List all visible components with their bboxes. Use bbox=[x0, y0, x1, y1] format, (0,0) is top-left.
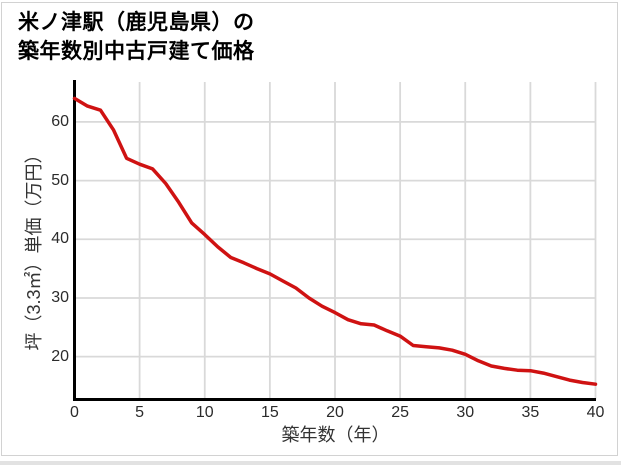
x-axis-label: 築年数（年） bbox=[281, 425, 390, 445]
chart-title-line1: 米ノ津駅（鹿児島県）の bbox=[18, 11, 255, 34]
y-tick-label: 40 bbox=[51, 230, 69, 248]
page-bottom-strip bbox=[0, 461, 621, 465]
chart-card-frame bbox=[1, 2, 618, 456]
y-tick-label: 20 bbox=[51, 347, 69, 365]
x-tick-label: 15 bbox=[260, 404, 279, 421]
y-tick-label: 60 bbox=[51, 112, 69, 130]
x-tick-label: 5 bbox=[135, 404, 145, 421]
y-tick-label: 50 bbox=[51, 171, 69, 189]
x-tick-label: 10 bbox=[195, 404, 214, 421]
price-line-series bbox=[72, 96, 598, 386]
x-tick-label: 20 bbox=[326, 404, 344, 421]
x-tick-label: 0 bbox=[70, 404, 79, 421]
y-tick-label: 30 bbox=[51, 288, 69, 306]
x-tick-label: 35 bbox=[521, 404, 540, 421]
x-tick-label: 40 bbox=[586, 404, 605, 421]
chart-title-line2: 築年数別中古戸建て価格 bbox=[18, 40, 255, 63]
x-tick-label: 30 bbox=[456, 404, 475, 421]
chart-title: 米ノ津駅（鹿児島県）の 築年数別中古戸建て価格 bbox=[18, 8, 255, 66]
x-tick-label: 25 bbox=[391, 404, 410, 421]
